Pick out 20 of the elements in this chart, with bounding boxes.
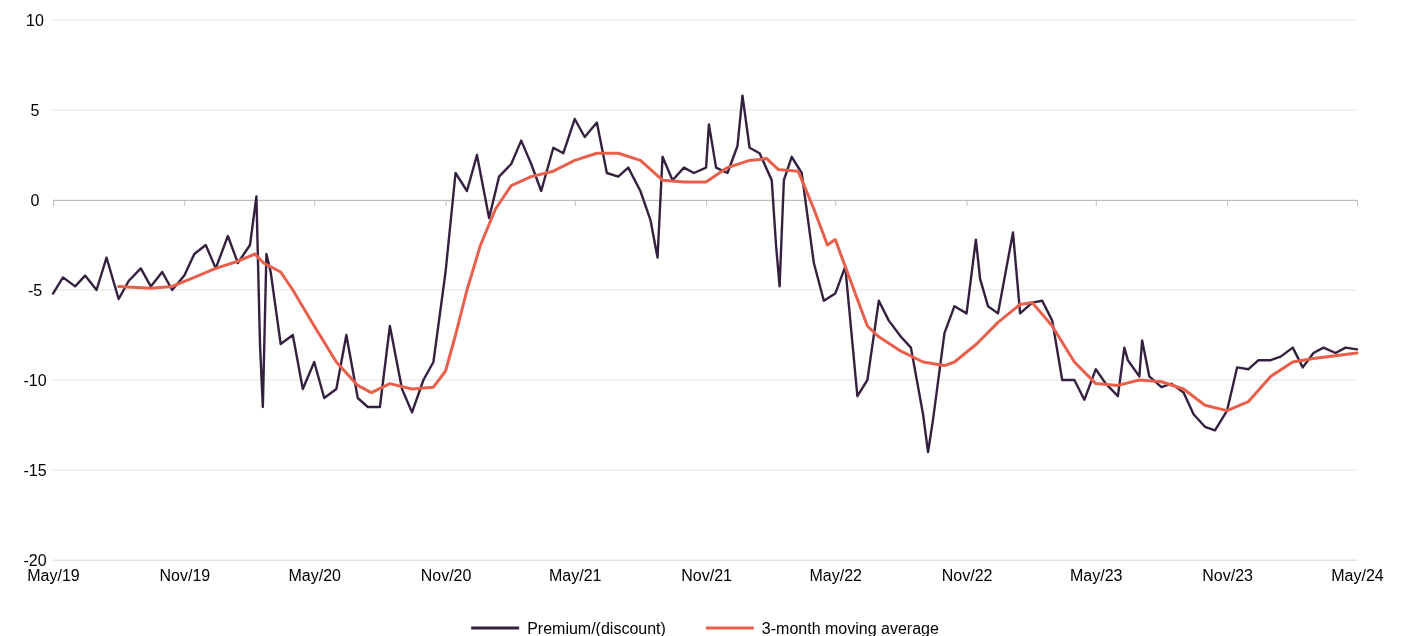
y-tick-label: 10	[26, 11, 44, 29]
x-tick-label: May/19	[27, 567, 80, 585]
x-tick-label: Nov/20	[420, 567, 472, 585]
y-tick-label: 0	[30, 191, 40, 209]
x-tick-label: Nov/23	[1202, 567, 1254, 585]
y-tick-label: 5	[30, 101, 40, 119]
x-tick-label: Nov/22	[941, 567, 993, 585]
x-tick-label: May/22	[809, 567, 863, 585]
x-tick-label: Nov/21	[681, 567, 733, 585]
line-series	[51, 94, 1359, 454]
y-tick-label: -10	[23, 371, 47, 389]
x-tick-label: May/23	[1070, 567, 1123, 585]
x-tick-label: May/24	[1331, 567, 1384, 585]
x-tick-label: May/20	[288, 567, 342, 585]
x-tick-label: Nov/19	[159, 567, 211, 585]
y-tick-label: -5	[27, 281, 43, 299]
x-tick-label: May/21	[549, 567, 602, 585]
y-tick-label: -20	[23, 551, 47, 569]
line-series	[117, 151, 1359, 413]
y-tick-label: -15	[23, 461, 47, 479]
